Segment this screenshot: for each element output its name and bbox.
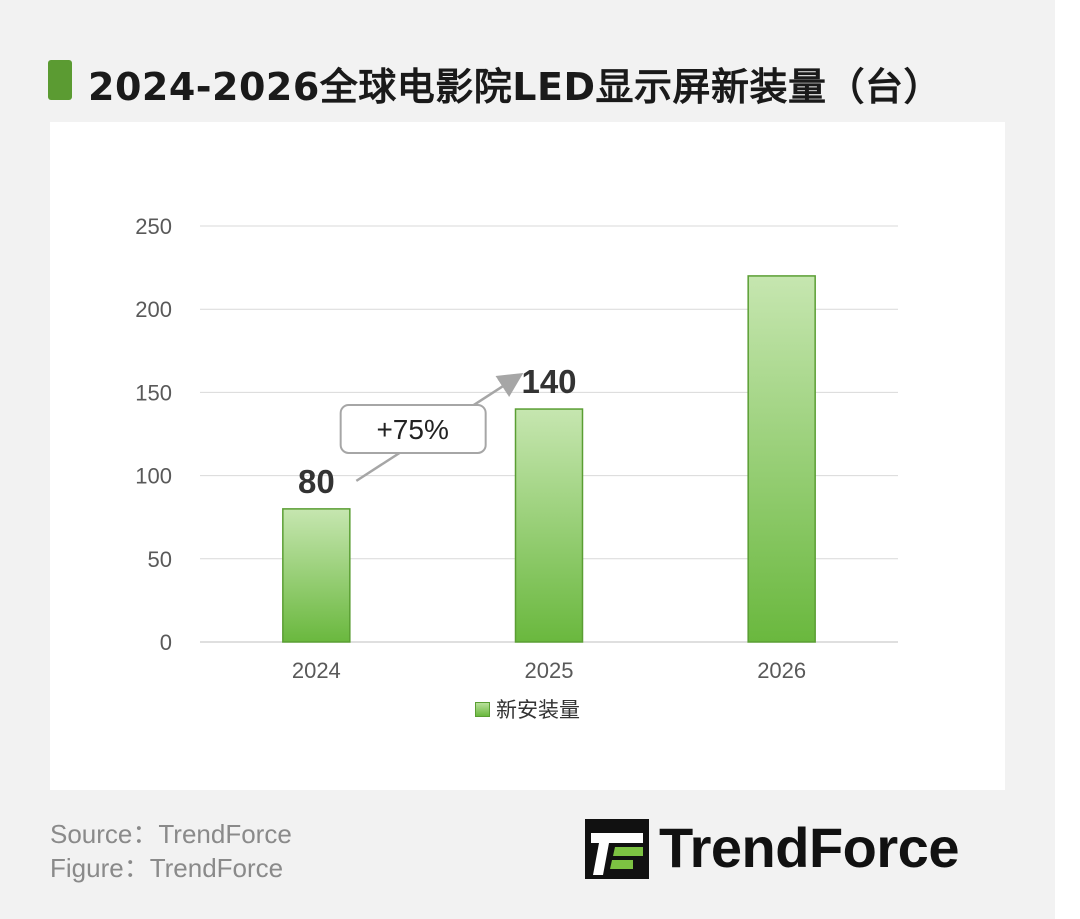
chart-title: 2024-2026全球电影院LED显示屏新装量（台） [88,65,943,109]
x-tick-label: 2025 [525,658,574,683]
bar [282,508,351,643]
legend-swatch [475,701,490,717]
x-tick-label: 2024 [292,658,341,683]
x-tick-label: 2026 [757,658,806,683]
y-tick-label: 0 [160,630,172,655]
trendforce-logo-text: TrendForce [659,816,959,879]
growth-callout-text: +75% [376,414,448,445]
trendforce-logo: TrendForce [585,815,959,880]
y-tick-label: 50 [148,547,172,572]
y-tick-label: 100 [135,464,172,489]
bar [747,275,816,643]
y-tick-label: 250 [135,214,172,239]
data-label: 80 [298,463,335,500]
legend: 新安装量 [50,694,1005,724]
bar-chart: 0 50 100 150 200 250 2024 2025 2026 80 140 +75% [135,214,898,683]
bar [514,408,584,643]
chart-card: 0 50 100 150 200 250 2024 2025 2026 80 140 +75% … [50,122,1005,790]
source-text: Source：TrendForce [50,819,292,849]
trendforce-logo-icon [585,818,649,879]
figure-text: Figure：TrendForce [50,853,284,883]
data-label: 140 [521,363,576,400]
title-accent-bar [48,60,72,100]
y-tick-label: 200 [135,297,172,322]
background-panel: 2024-2026全球电影院LED显示屏新装量（台） 0 50 100 150 200 2… [0,0,1055,919]
y-tick-label: 150 [135,380,172,405]
legend-label: 新安装量 [496,698,580,722]
growth-callout-box [339,403,487,454]
